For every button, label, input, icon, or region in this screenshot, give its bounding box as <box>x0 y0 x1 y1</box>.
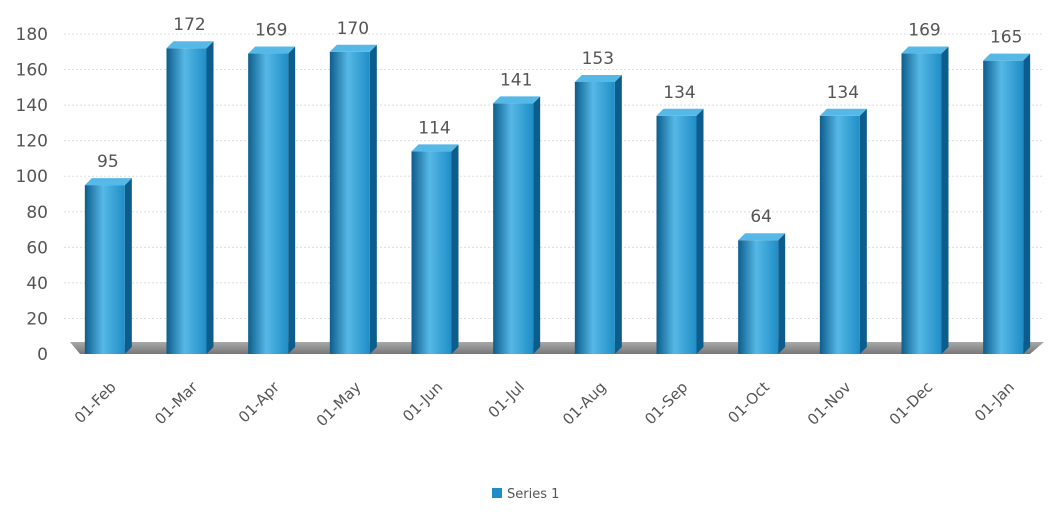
data-label: 64 <box>750 207 772 227</box>
bar-side <box>778 233 786 354</box>
bar-top <box>901 46 949 54</box>
y-tick-label: 40 <box>26 274 48 294</box>
bar-top <box>166 41 214 49</box>
legend-label: Series 1 <box>507 487 559 502</box>
bar-front <box>983 60 1024 355</box>
data-label: 169 <box>255 21 287 41</box>
bar-side <box>124 178 132 354</box>
data-label: 172 <box>173 15 205 35</box>
bar-side <box>859 108 867 355</box>
bar-front <box>656 115 697 355</box>
bar: 165 <box>983 28 1031 355</box>
bar-top <box>248 46 296 54</box>
bar-top <box>738 233 786 241</box>
y-tick-label: 160 <box>16 61 48 81</box>
data-label: 153 <box>582 49 614 69</box>
bar-side <box>369 44 377 355</box>
x-tick-label: 01-May <box>313 378 365 430</box>
floor-plane <box>70 342 1044 354</box>
data-label: 170 <box>337 19 369 39</box>
data-label: 114 <box>418 118 450 138</box>
bar-side <box>696 108 704 355</box>
bar-front <box>329 51 370 355</box>
bar-side <box>533 96 541 354</box>
y-tick-label: 100 <box>16 167 48 187</box>
bar: 95 <box>84 152 132 354</box>
x-tick-label: 01-Feb <box>71 378 120 427</box>
data-label: 95 <box>97 152 119 172</box>
x-tick-label: 01-Jun <box>399 378 446 425</box>
bar-front <box>574 82 615 354</box>
x-tick-label: 01-Jul <box>485 378 528 421</box>
bar: 64 <box>738 207 786 354</box>
gridlines <box>64 33 1044 319</box>
x-tick-label: 01-Sep <box>641 378 691 428</box>
bar: 169 <box>248 21 296 355</box>
x-tick-label: 01-Nov <box>804 378 855 429</box>
bar-top <box>819 108 867 116</box>
bar-front <box>411 151 452 354</box>
y-axis: 0 20 40 60 80 100 120 140 160 180 <box>16 25 48 365</box>
bar-front <box>166 48 207 354</box>
bar: 134 <box>656 83 704 355</box>
bar: 141 <box>493 70 541 354</box>
bar: 169 <box>901 21 949 355</box>
bar: 134 <box>819 83 867 355</box>
y-tick-label: 140 <box>16 96 48 116</box>
bar-front <box>84 185 125 354</box>
legend-swatch <box>492 488 502 498</box>
bar-front <box>248 53 289 355</box>
x-tick-label: 01-Dec <box>886 378 937 429</box>
bar-top <box>656 108 704 116</box>
y-tick-label: 120 <box>16 132 48 152</box>
bar: 114 <box>411 118 459 354</box>
x-tick-label: 01-Apr <box>235 378 284 427</box>
data-label: 134 <box>663 83 695 103</box>
data-label: 134 <box>827 83 859 103</box>
x-tick-label: 01-Aug <box>559 378 610 429</box>
y-tick-label: 60 <box>26 238 48 258</box>
bar: 170 <box>329 19 377 355</box>
bar-front <box>819 115 860 355</box>
x-tick-label: 01-Mar <box>151 378 202 429</box>
bar-top <box>411 144 459 152</box>
x-tick-label: 01-Jan <box>971 378 1018 425</box>
x-axis: 01-Feb 01-Mar 01-Apr 01-May 01-Jun 01-Jul 01-A… <box>71 378 1018 431</box>
bar-side <box>206 41 214 354</box>
legend: Series 1 <box>492 487 559 502</box>
bar-top <box>329 44 377 52</box>
bars: 95 172 169 170 114 141 153 134 64 134 169 165 <box>84 15 1031 355</box>
bar-top <box>84 178 132 186</box>
bar-front <box>738 240 779 354</box>
bar-side <box>451 144 459 354</box>
bar-front <box>901 53 942 355</box>
y-tick-label: 20 <box>26 309 48 329</box>
bar-top <box>493 96 541 104</box>
bar: 172 <box>166 15 214 354</box>
data-label: 141 <box>500 70 532 90</box>
y-tick-label: 180 <box>16 25 48 45</box>
bar-front <box>493 103 534 354</box>
bar-top <box>983 53 1031 61</box>
bar-side <box>941 46 949 355</box>
chart-floor <box>70 342 1044 354</box>
x-tick-label: 01-Oct <box>724 378 773 427</box>
bar-side <box>288 46 296 355</box>
data-label: 169 <box>908 21 940 41</box>
data-label: 165 <box>990 28 1022 48</box>
bar: 153 <box>574 49 622 354</box>
bar-side <box>1023 53 1031 355</box>
bar-top <box>574 75 622 82</box>
y-tick-label: 0 <box>37 345 48 365</box>
bar-side <box>614 75 622 354</box>
y-tick-label: 80 <box>26 203 48 223</box>
